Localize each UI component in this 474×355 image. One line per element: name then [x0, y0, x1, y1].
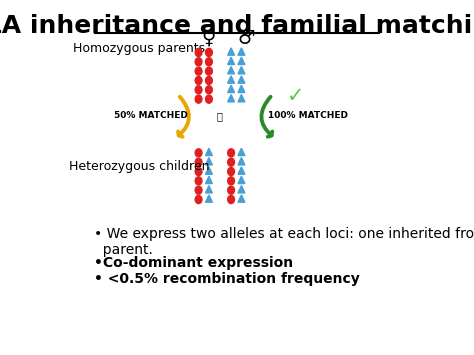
Text: ✓: ✓ [287, 87, 305, 106]
Polygon shape [228, 48, 235, 55]
Circle shape [206, 95, 212, 103]
Text: Heterozygous children: Heterozygous children [69, 160, 210, 174]
Polygon shape [228, 57, 235, 65]
Circle shape [195, 86, 202, 94]
Circle shape [206, 76, 212, 84]
Text: • <0.5% recombination frequency: • <0.5% recombination frequency [94, 272, 359, 286]
Polygon shape [228, 85, 235, 93]
Text: ♀: ♀ [202, 29, 216, 48]
Polygon shape [238, 94, 245, 102]
Circle shape [206, 58, 212, 66]
Circle shape [195, 186, 202, 194]
Text: 50% MATCHED: 50% MATCHED [114, 111, 188, 120]
Circle shape [195, 95, 202, 103]
Text: ♂: ♂ [237, 29, 255, 48]
Text: Homozygous parents: Homozygous parents [73, 43, 206, 55]
Circle shape [195, 196, 202, 203]
Polygon shape [238, 167, 245, 174]
Polygon shape [238, 176, 245, 184]
Polygon shape [205, 148, 212, 155]
Polygon shape [238, 48, 245, 55]
Text: 100% MATCHED: 100% MATCHED [268, 111, 348, 120]
Polygon shape [238, 186, 245, 193]
Circle shape [195, 168, 202, 176]
Circle shape [195, 48, 202, 56]
Circle shape [195, 58, 202, 66]
Polygon shape [228, 94, 235, 102]
Polygon shape [205, 158, 212, 165]
Text: HLA inheritance and familial matching: HLA inheritance and familial matching [0, 14, 474, 38]
Text: 🔈: 🔈 [217, 111, 223, 121]
Circle shape [206, 67, 212, 75]
Polygon shape [228, 76, 235, 83]
Circle shape [206, 86, 212, 94]
Circle shape [206, 48, 212, 56]
Polygon shape [238, 195, 245, 202]
Polygon shape [238, 85, 245, 93]
Circle shape [228, 177, 235, 185]
Text: • We express two alleles at each loci: one inherited from either
  parent.: • We express two alleles at each loci: o… [94, 227, 474, 257]
Polygon shape [205, 176, 212, 184]
Polygon shape [238, 158, 245, 165]
Text: •Co-dominant expression: •Co-dominant expression [94, 256, 293, 270]
Circle shape [195, 149, 202, 157]
Circle shape [228, 168, 235, 176]
Circle shape [228, 158, 235, 166]
Polygon shape [205, 186, 212, 193]
Polygon shape [238, 148, 245, 155]
Polygon shape [238, 66, 245, 74]
Circle shape [195, 158, 202, 166]
Circle shape [228, 149, 235, 157]
Polygon shape [205, 167, 212, 174]
Polygon shape [238, 57, 245, 65]
Circle shape [228, 196, 235, 203]
Polygon shape [205, 195, 212, 202]
Circle shape [195, 177, 202, 185]
Polygon shape [238, 76, 245, 83]
Circle shape [228, 186, 235, 194]
Polygon shape [228, 66, 235, 74]
Circle shape [195, 76, 202, 84]
Circle shape [195, 67, 202, 75]
